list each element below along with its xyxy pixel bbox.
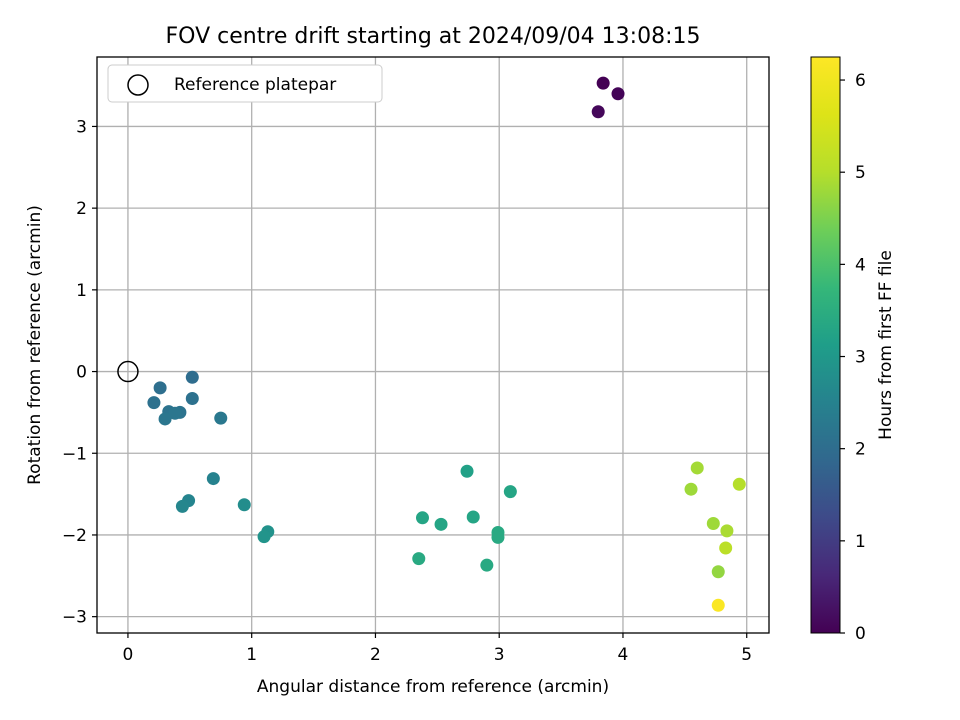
y-axis-label: Rotation from reference (arcmin) xyxy=(25,205,45,485)
x-tick-label: 1 xyxy=(246,645,257,665)
data-point xyxy=(720,524,734,538)
colorbar-tick-label: 6 xyxy=(855,71,866,91)
data-point xyxy=(690,461,704,475)
colorbar-ticks: 0 1 2 3 4 5 6 xyxy=(840,71,866,644)
data-point xyxy=(466,510,480,524)
y-tick-label: 3 xyxy=(76,117,87,137)
colorbar-tick-label: 1 xyxy=(855,532,866,552)
colorbar-tick-label: 4 xyxy=(855,255,866,275)
y-tick-label: 2 xyxy=(76,199,87,219)
x-tick-label: 5 xyxy=(741,645,752,665)
x-tick-label: 2 xyxy=(370,645,381,665)
data-point xyxy=(168,406,182,420)
data-point xyxy=(147,396,161,410)
legend-marker-icon xyxy=(127,74,149,96)
y-tick-label: −1 xyxy=(62,444,87,464)
data-point xyxy=(491,530,505,544)
colorbar: 0 1 2 3 4 5 6 Hours from first FF file xyxy=(810,56,896,644)
data-point xyxy=(732,477,746,491)
data-point xyxy=(434,517,448,531)
data-point xyxy=(415,511,429,525)
y-tick-label: −2 xyxy=(62,526,87,546)
data-point xyxy=(185,370,199,384)
data-point xyxy=(412,552,426,566)
legend-box xyxy=(107,64,383,103)
data-point xyxy=(711,598,725,612)
data-point xyxy=(503,485,517,499)
data-point xyxy=(175,499,189,513)
colorbar-label: Hours from first FF file xyxy=(876,250,896,440)
data-points xyxy=(147,76,746,612)
data-point xyxy=(711,565,725,579)
data-point xyxy=(153,381,167,395)
x-tick-label: 3 xyxy=(494,645,505,665)
reference-point-marker xyxy=(117,360,139,383)
data-point xyxy=(460,464,474,478)
data-point xyxy=(480,558,494,572)
colorbar-tick-label: 3 xyxy=(855,348,866,368)
grid-lines xyxy=(97,57,769,633)
colorbar-gradient xyxy=(810,56,841,634)
data-point xyxy=(206,472,220,486)
reference-marker xyxy=(117,360,139,383)
data-point xyxy=(611,87,625,101)
colorbar-tick-label: 5 xyxy=(855,163,866,183)
data-point xyxy=(719,541,733,555)
legend: Reference platepar xyxy=(107,64,383,103)
y-tick-label: 1 xyxy=(76,281,87,301)
y-axis-ticks: −3 −2 −1 0 1 2 3 xyxy=(62,117,97,628)
x-tick-label: 4 xyxy=(618,645,629,665)
data-point xyxy=(257,530,271,544)
y-tick-label: 0 xyxy=(76,363,87,383)
data-point xyxy=(591,105,605,119)
data-point xyxy=(237,498,251,512)
data-point xyxy=(706,517,720,531)
data-point xyxy=(684,482,698,496)
data-point xyxy=(185,392,199,406)
x-axis-label: Angular distance from reference (arcmin) xyxy=(257,677,609,697)
plot-frame xyxy=(96,56,770,634)
colorbar-tick-label: 0 xyxy=(855,624,866,644)
y-tick-label: −3 xyxy=(62,608,87,628)
data-point xyxy=(596,76,610,90)
x-tick-label: 0 xyxy=(123,645,134,665)
colorbar-tick-label: 2 xyxy=(855,440,866,460)
x-axis-ticks: 0 1 2 3 4 5 xyxy=(123,633,752,665)
chart-title: FOV centre drift starting at 2024/09/04 … xyxy=(166,24,701,49)
data-point xyxy=(158,412,172,426)
legend-label: Reference platepar xyxy=(174,75,336,95)
data-point xyxy=(214,411,228,425)
